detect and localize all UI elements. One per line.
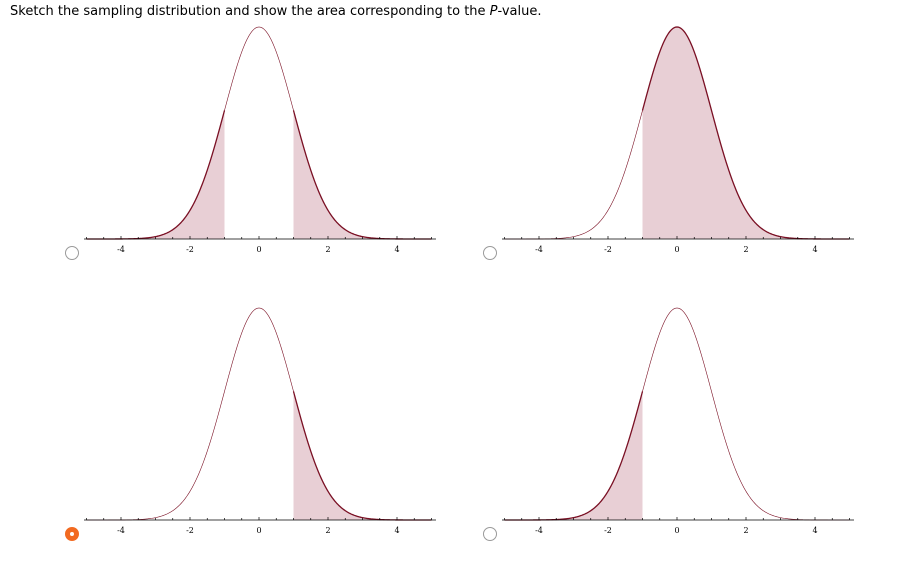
question-text-after: -value. xyxy=(497,4,542,19)
axis-tick-label: -4 xyxy=(117,245,125,254)
shaded-area-2 xyxy=(293,110,432,239)
question-text-italic: P xyxy=(489,4,498,19)
axis-tick-label: -4 xyxy=(535,245,543,254)
answer-option-c[interactable]: -4 -2 0 2 4 xyxy=(64,303,504,573)
density-curve xyxy=(504,307,850,521)
axis-tick-label: 4 xyxy=(394,526,399,535)
axis-tick-label: 4 xyxy=(394,245,399,254)
radio-button-a[interactable] xyxy=(65,246,79,260)
normal-curve-plot-d: -4 -2 0 2 4 xyxy=(502,307,854,535)
axis-tick-label: 2 xyxy=(325,245,330,254)
axis-tick-label: 2 xyxy=(743,526,748,535)
axis-tick-label: 2 xyxy=(743,245,748,254)
axis-tick-label: -4 xyxy=(535,526,543,535)
radio-button-c[interactable] xyxy=(65,527,79,541)
normal-curve-plot-a: -4 -2 0 2 4 xyxy=(84,26,436,254)
axis-tick-label: 4 xyxy=(812,526,817,535)
axis-tick-label: 4 xyxy=(812,245,817,254)
shaded-area-1 xyxy=(642,27,850,239)
normal-curve-plot-c: -4 -2 0 2 4 xyxy=(84,307,436,535)
shaded-area-1 xyxy=(504,391,643,520)
normal-curve-plot-b: -4 -2 0 2 4 xyxy=(502,26,854,254)
radio-button-d[interactable] xyxy=(483,527,497,541)
axis-tick-label: -2 xyxy=(604,526,612,535)
axis-tick-label: -2 xyxy=(604,245,612,254)
radio-button-b[interactable] xyxy=(483,246,497,260)
answer-option-a[interactable]: -4 -2 0 2 4 xyxy=(64,22,504,292)
axis-tick-label: -2 xyxy=(186,526,194,535)
answer-option-d[interactable]: -4 -2 0 2 4 xyxy=(482,303,907,573)
axis-tick-label: 0 xyxy=(674,245,679,254)
axis-tick-label: 0 xyxy=(674,526,679,535)
axis-tick-label: 2 xyxy=(325,526,330,535)
question-prompt: Sketch the sampling distribution and sho… xyxy=(10,4,541,19)
shaded-area-1 xyxy=(86,110,225,239)
axis-tick-label: -2 xyxy=(186,245,194,254)
axis-tick-label: -4 xyxy=(117,526,125,535)
density-curve xyxy=(86,307,432,521)
axis-tick-label: 0 xyxy=(256,526,261,535)
answer-option-b[interactable]: -4 -2 0 2 4 xyxy=(482,22,907,292)
shaded-area-1 xyxy=(293,391,432,520)
axis-tick-label: 0 xyxy=(256,245,261,254)
question-text-before: Sketch the sampling distribution and sho… xyxy=(10,4,490,19)
density-curve xyxy=(86,26,432,240)
